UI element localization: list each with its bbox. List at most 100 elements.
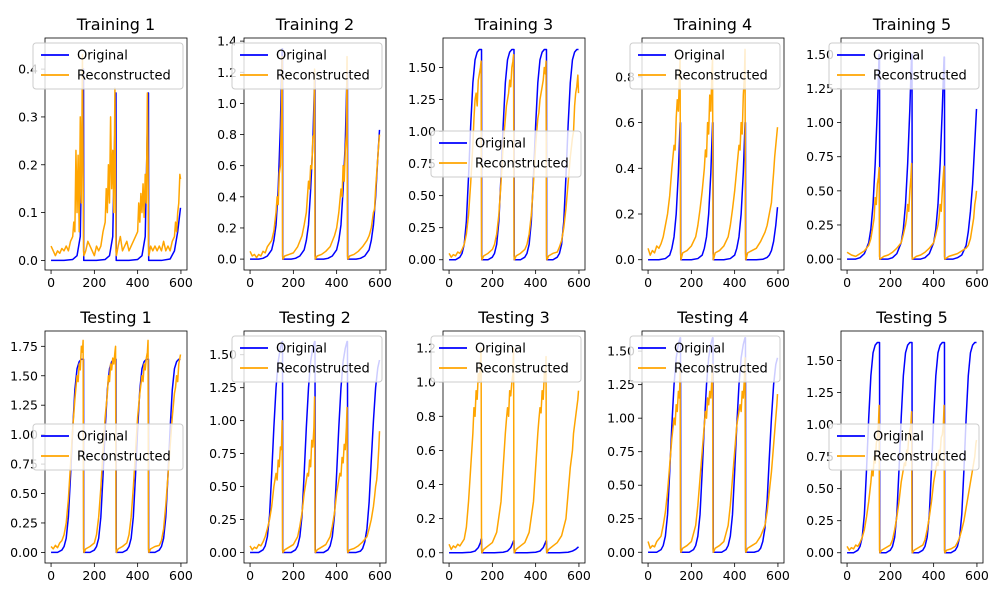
x-tick-label: 400 (723, 275, 747, 290)
x-tick-label: 400 (126, 568, 150, 583)
y-tick-label: 0.25 (607, 511, 635, 526)
legend-label: Reconstructed (475, 362, 569, 377)
x-tick-label: 600 (567, 568, 591, 583)
y-tick-label: 0.25 (806, 217, 834, 232)
x-tick-label: 0 (246, 275, 254, 290)
y-tick-label: 0.0 (18, 253, 38, 268)
subplot-title: Testing 3 (477, 308, 550, 327)
legend-label: Original (276, 342, 327, 357)
subplot-1: Training 10 200 400 6000.00.10.20.30.4Origi… (18, 15, 193, 290)
legend: Original Reconstructed (828, 423, 980, 471)
x-tick-label: 200 (679, 568, 703, 583)
legend-label: Original (475, 137, 526, 152)
x-tick-label: 400 (325, 568, 349, 583)
y-tick-label: 0.50 (806, 183, 834, 198)
legend-label: Original (475, 342, 526, 357)
y-tick-label: 1.25 (10, 398, 38, 413)
x-tick-label: 200 (281, 275, 305, 290)
y-tick-label: 1.50 (806, 353, 834, 368)
y-tick-label: 0.50 (607, 478, 635, 493)
legend-box (629, 42, 781, 90)
plot-frame (641, 37, 785, 271)
x-tick-label: 600 (368, 275, 392, 290)
y-tick-label: 1.00 (607, 411, 635, 426)
y-tick-label: 0.2 (18, 157, 38, 172)
y-tick-label: 1.50 (806, 47, 834, 62)
y-tick-label: 0.25 (209, 512, 237, 527)
y-tick-label: 0.25 (806, 513, 834, 528)
x-tick-label: 400 (524, 568, 548, 583)
subplot-title: Training 4 (673, 15, 752, 34)
y-tick-label: 0.75 (408, 156, 436, 171)
subplot-title: Testing 5 (875, 308, 948, 327)
y-tick-label: 0.6 (416, 443, 436, 458)
x-tick-label: 200 (82, 568, 106, 583)
subplot-8: Testing 30 200 400 6000.00.20.40.60.81.01.2… (416, 308, 591, 583)
series-line-reconstructed (50, 53, 182, 257)
legend-box (828, 42, 980, 90)
legend-label: Original (674, 49, 725, 64)
y-tick-label: 1.25 (607, 377, 635, 392)
subplot-2: Training 20 200 400 6000.00.20.40.60.81.01.… (217, 15, 392, 290)
x-tick-label: 0 (246, 568, 254, 583)
subplot-title: Testing 2 (278, 308, 351, 327)
legend-label: Reconstructed (276, 69, 370, 84)
plot-frame (840, 37, 984, 271)
subplot-9: Testing 4 0 200 400 600 0.00 0.25 0.50 0.75 1.00 1… (607, 308, 790, 583)
y-tick-label: 1.00 (10, 427, 38, 442)
legend: Original Reconstructed (32, 423, 184, 471)
legend: Original Reconstructed (430, 130, 582, 178)
legend: Original Reconstructed (629, 335, 781, 383)
y-tick-label: 0.0 (217, 252, 237, 267)
legend-box (231, 42, 383, 90)
y-tick-label: 0.1 (18, 205, 38, 220)
y-tick-label: 0.8 (416, 409, 436, 424)
series-line-reconstructed (647, 357, 779, 554)
legend-box (32, 423, 184, 471)
legend: Original Reconstructed (828, 42, 980, 90)
y-tick-label: 0.8 (217, 127, 237, 142)
legend: Original Reconstructed (430, 335, 582, 383)
y-tick-label: 0.75 (806, 449, 834, 464)
x-tick-label: 0 (47, 275, 55, 290)
y-tick-label: 0.75 (10, 457, 38, 472)
subplot-5: Training 5 0 200 400 600 0.00 0.25 0.50 0.75 1.00… (806, 15, 989, 290)
x-tick-label: 600 (368, 568, 392, 583)
x-tick-label: 400 (723, 568, 747, 583)
x-tick-label: 600 (965, 275, 989, 290)
subplot-title: Training 2 (275, 15, 354, 34)
y-tick-label: 0.2 (217, 220, 237, 235)
subplot-title: Training 1 (76, 15, 155, 34)
x-tick-label: 200 (878, 275, 902, 290)
subplot-4: Training 40 200 400 6000.00.20.40.60.8Origi… (615, 15, 790, 290)
x-tick-label: 400 (922, 275, 946, 290)
y-tick-label: 0.3 (18, 109, 38, 124)
y-tick-label: 1.00 (806, 115, 834, 130)
y-tick-label: 1.00 (209, 413, 237, 428)
y-tick-label: 0.25 (408, 220, 436, 235)
y-tick-label: 1.00 (806, 417, 834, 432)
y-tick-label: 0.00 (408, 252, 436, 267)
plot-frame (442, 330, 586, 564)
subplot-title: Testing 4 (676, 308, 749, 327)
y-tick-label: 0.50 (209, 479, 237, 494)
y-tick-label: 0.2 (416, 511, 436, 526)
x-tick-label: 0 (644, 568, 652, 583)
subplot-6: Testing 1 0 200 400 600 0.00 0.25 0.50 0.75 1.00 1… (10, 308, 193, 583)
legend-box (231, 335, 383, 383)
series-line-reconstructed (846, 162, 978, 260)
x-tick-label: 0 (445, 568, 453, 583)
y-tick-label: 0.6 (615, 115, 635, 130)
plot-frame (641, 330, 785, 564)
x-tick-label: 600 (169, 568, 193, 583)
x-tick-label: 200 (679, 275, 703, 290)
x-tick-label: 0 (843, 568, 851, 583)
y-tick-label: 0.00 (806, 545, 834, 560)
legend-label: Reconstructed (475, 157, 569, 172)
y-tick-label: 1.25 (209, 380, 237, 395)
y-tick-label: 1.0 (217, 96, 237, 111)
legend: Original Reconstructed (629, 42, 781, 90)
y-tick-label: 0.50 (806, 481, 834, 496)
y-tick-label: 0.75 (806, 149, 834, 164)
subplot-3: Training 3 0 200 400 600 0.00 0.25 0.50 0.75 1.00… (408, 15, 591, 290)
